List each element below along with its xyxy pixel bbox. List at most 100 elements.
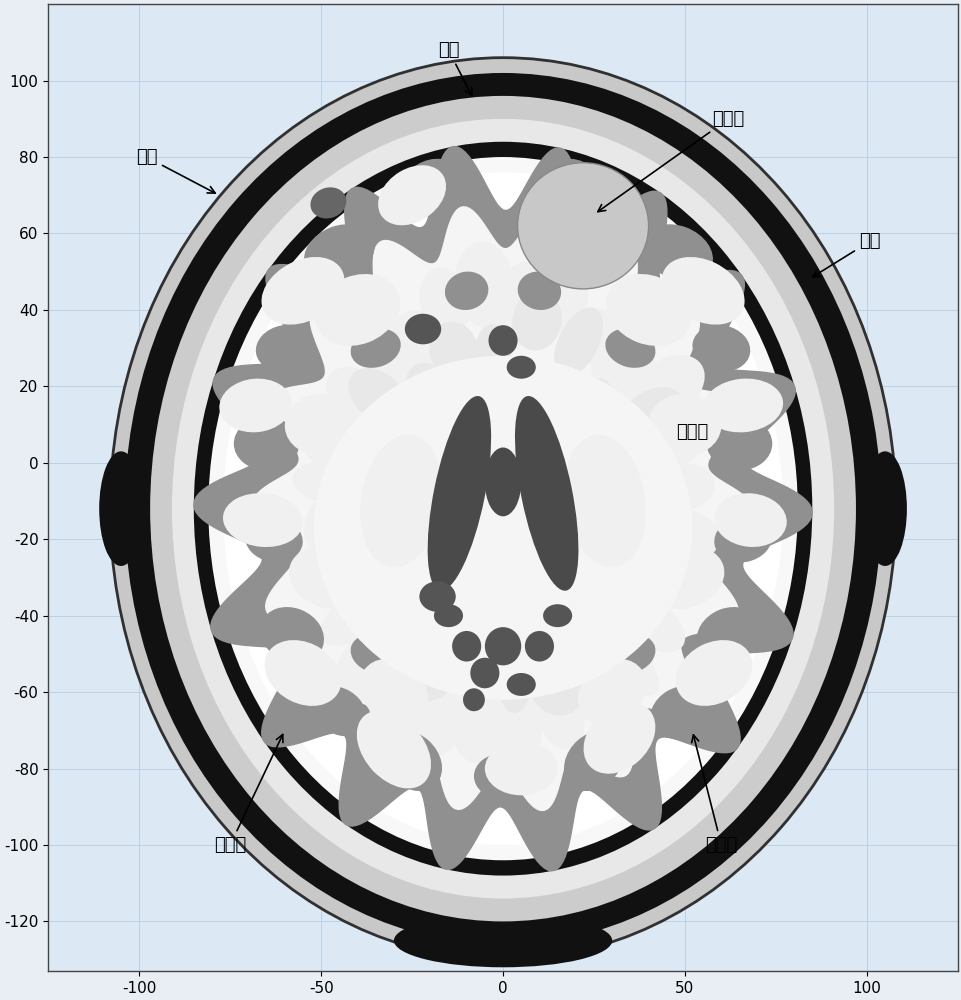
Ellipse shape: [455, 241, 513, 328]
Ellipse shape: [506, 356, 535, 379]
Ellipse shape: [364, 629, 405, 672]
Ellipse shape: [445, 272, 488, 310]
Ellipse shape: [405, 314, 441, 344]
Ellipse shape: [393, 914, 611, 967]
Ellipse shape: [429, 322, 478, 379]
Ellipse shape: [517, 272, 560, 310]
Ellipse shape: [595, 591, 644, 636]
Ellipse shape: [583, 702, 654, 774]
Ellipse shape: [629, 355, 704, 421]
Ellipse shape: [264, 640, 341, 706]
Ellipse shape: [348, 368, 408, 425]
Ellipse shape: [617, 596, 684, 652]
Text: 脑出血: 脑出血: [597, 110, 744, 212]
Ellipse shape: [713, 493, 786, 547]
Ellipse shape: [706, 417, 772, 470]
Ellipse shape: [561, 658, 627, 720]
Ellipse shape: [650, 686, 704, 736]
Ellipse shape: [692, 325, 750, 371]
Ellipse shape: [359, 435, 442, 567]
Ellipse shape: [447, 639, 500, 699]
Ellipse shape: [619, 478, 677, 524]
Ellipse shape: [484, 627, 521, 665]
Ellipse shape: [713, 516, 772, 562]
Ellipse shape: [411, 667, 471, 758]
Ellipse shape: [595, 448, 657, 505]
Ellipse shape: [675, 640, 752, 706]
Ellipse shape: [559, 165, 628, 225]
Text: 脑灰质: 脑灰质: [691, 735, 737, 854]
Ellipse shape: [452, 631, 480, 662]
Ellipse shape: [484, 742, 557, 795]
Ellipse shape: [311, 686, 366, 736]
Text: 脂肪: 脂肪: [136, 148, 215, 193]
Ellipse shape: [525, 631, 554, 662]
Ellipse shape: [324, 419, 373, 461]
Ellipse shape: [359, 659, 428, 725]
Ellipse shape: [578, 659, 646, 725]
Ellipse shape: [288, 546, 367, 609]
Ellipse shape: [150, 96, 855, 921]
Ellipse shape: [351, 328, 401, 368]
Ellipse shape: [661, 257, 744, 325]
Ellipse shape: [234, 417, 299, 470]
Ellipse shape: [554, 307, 603, 377]
Ellipse shape: [433, 604, 462, 627]
Polygon shape: [252, 207, 753, 811]
Ellipse shape: [474, 753, 531, 799]
Ellipse shape: [419, 268, 470, 335]
Ellipse shape: [619, 387, 680, 437]
Ellipse shape: [501, 678, 540, 770]
Ellipse shape: [351, 566, 393, 623]
Ellipse shape: [506, 673, 535, 696]
Ellipse shape: [245, 516, 303, 562]
Ellipse shape: [544, 159, 606, 216]
Ellipse shape: [612, 546, 690, 602]
Ellipse shape: [223, 172, 782, 845]
Ellipse shape: [310, 187, 346, 218]
Ellipse shape: [193, 142, 811, 876]
Ellipse shape: [388, 310, 449, 376]
Ellipse shape: [351, 634, 401, 674]
Ellipse shape: [314, 274, 400, 346]
Ellipse shape: [304, 224, 374, 281]
Ellipse shape: [470, 658, 499, 688]
Ellipse shape: [591, 333, 655, 401]
Ellipse shape: [558, 608, 601, 656]
Ellipse shape: [570, 378, 614, 424]
Polygon shape: [193, 146, 811, 871]
Ellipse shape: [406, 363, 445, 405]
Ellipse shape: [595, 628, 658, 696]
Ellipse shape: [209, 157, 797, 860]
Ellipse shape: [378, 165, 446, 225]
Ellipse shape: [284, 394, 357, 455]
Ellipse shape: [340, 469, 383, 525]
Ellipse shape: [496, 647, 530, 713]
Ellipse shape: [563, 435, 645, 567]
Ellipse shape: [320, 590, 389, 646]
Ellipse shape: [223, 493, 303, 547]
Ellipse shape: [384, 645, 440, 709]
Ellipse shape: [304, 493, 373, 564]
Ellipse shape: [517, 163, 648, 289]
Ellipse shape: [299, 400, 387, 477]
Ellipse shape: [862, 451, 906, 566]
Ellipse shape: [110, 58, 895, 960]
Ellipse shape: [542, 272, 587, 332]
Ellipse shape: [219, 379, 291, 432]
Ellipse shape: [312, 533, 384, 609]
Ellipse shape: [397, 532, 462, 585]
Ellipse shape: [511, 290, 561, 351]
Ellipse shape: [648, 394, 721, 455]
Ellipse shape: [538, 687, 584, 750]
Ellipse shape: [616, 494, 679, 548]
Ellipse shape: [645, 546, 724, 609]
Ellipse shape: [569, 309, 621, 364]
Ellipse shape: [599, 541, 666, 593]
Ellipse shape: [292, 461, 370, 505]
Ellipse shape: [99, 451, 143, 566]
Ellipse shape: [328, 478, 386, 524]
Ellipse shape: [702, 379, 782, 432]
Ellipse shape: [335, 630, 404, 701]
Ellipse shape: [399, 159, 461, 216]
